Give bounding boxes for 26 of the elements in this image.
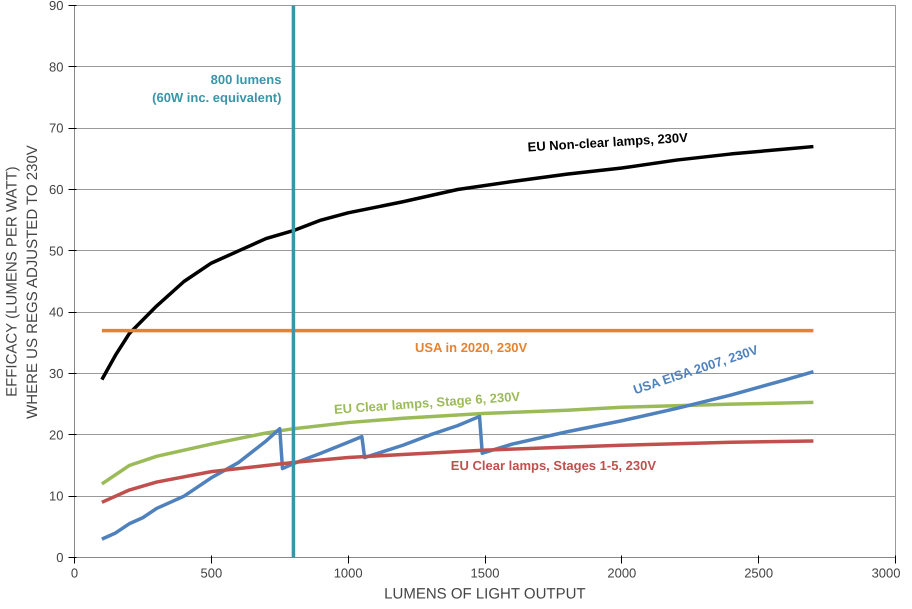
x-tick-label: 1500 [470,566,500,580]
y-tick-label: 60 [49,182,64,197]
x-tick-label: 1000 [334,566,363,580]
y-axis-title: EFFICACY (LUMENS PER WATT) WHERE US REGS ADJUSTED TO 230V [4,145,42,419]
y-tick-label: 40 [49,304,64,320]
series-label: EU Clear lamps, Stage 6, 230V [333,388,521,417]
y-tick-label: 20 [49,427,64,442]
text: USA EISA 2007, 230V [631,342,760,398]
series-label: EU Clear lamps, Stages 1-5, 230V [450,458,656,473]
y-tick-label: 80 [49,59,64,74]
x-tick-label: 0 [70,566,78,580]
x-axis-title: LUMENS OF LIGHT OUTPUT [384,586,586,602]
x-tick-label: 2000 [607,566,636,580]
y-tick-label: 90 [49,0,64,13]
ref-line-label: 800 lumens (60W inc. equivalent) [152,72,282,105]
y-tick-label: 50 [49,243,64,258]
series-label: USA in 2020, 230V [414,340,528,356]
x-tick-label: 500 [200,566,222,580]
series-label: EU Non-clear lamps, 230V [527,130,689,154]
x-tick-label: 2500 [744,566,774,580]
y-tick-label: 10 [49,488,64,504]
x-tick-label: 3000 [872,566,900,580]
line-series [100,439,816,504]
y-tick-label: 0 [56,550,64,565]
y-tick-label: 70 [49,120,64,136]
y-tick-label: 30 [49,366,64,381]
